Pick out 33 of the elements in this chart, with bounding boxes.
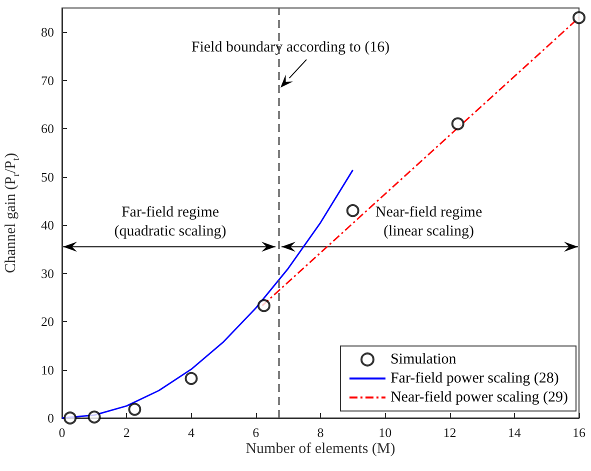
x-tick-label: 2 xyxy=(123,425,130,440)
y-tick-label: 60 xyxy=(41,121,54,136)
y-tick-label: 80 xyxy=(41,24,54,40)
point xyxy=(128,402,142,416)
y-tick-label: 0 xyxy=(48,410,54,426)
y-tick-label: 50 xyxy=(41,169,54,184)
annotation: Far-field regime (quadratic scaling) xyxy=(114,204,226,240)
point xyxy=(88,410,101,424)
point xyxy=(64,412,77,424)
x-tick-label: 8 xyxy=(317,425,324,440)
y-tick-label: 10 xyxy=(41,362,54,378)
legend-label: Far-field power scaling (28) xyxy=(390,370,559,386)
y-tick-label: 40 xyxy=(41,218,54,233)
x-tick-label: 6 xyxy=(252,425,260,440)
x-tick-label: 16 xyxy=(572,425,586,440)
x-axis-title: Number of elements (M) xyxy=(244,440,396,458)
x-tick-label: 12 xyxy=(443,425,456,440)
legend-label: Near-field power scaling (29) xyxy=(390,390,568,406)
y-tick-label: 70 xyxy=(41,72,54,88)
x-tick-label: 4 xyxy=(188,425,195,440)
point xyxy=(184,372,198,385)
point xyxy=(257,299,270,312)
point xyxy=(346,204,360,218)
point xyxy=(572,11,586,24)
y-tick-label: 20 xyxy=(41,314,54,330)
y-tick-label: 30 xyxy=(41,266,54,281)
x-tick-label: 14 xyxy=(508,425,522,440)
legend-label: Simulation xyxy=(390,352,457,368)
annotation: Near-field regime (linear scaling) xyxy=(375,204,482,240)
x-tick-label: 0 xyxy=(58,425,66,440)
x-tick-label: 10 xyxy=(378,425,392,440)
point xyxy=(451,117,464,130)
annotation: Field boundary according to (16) xyxy=(191,40,390,56)
